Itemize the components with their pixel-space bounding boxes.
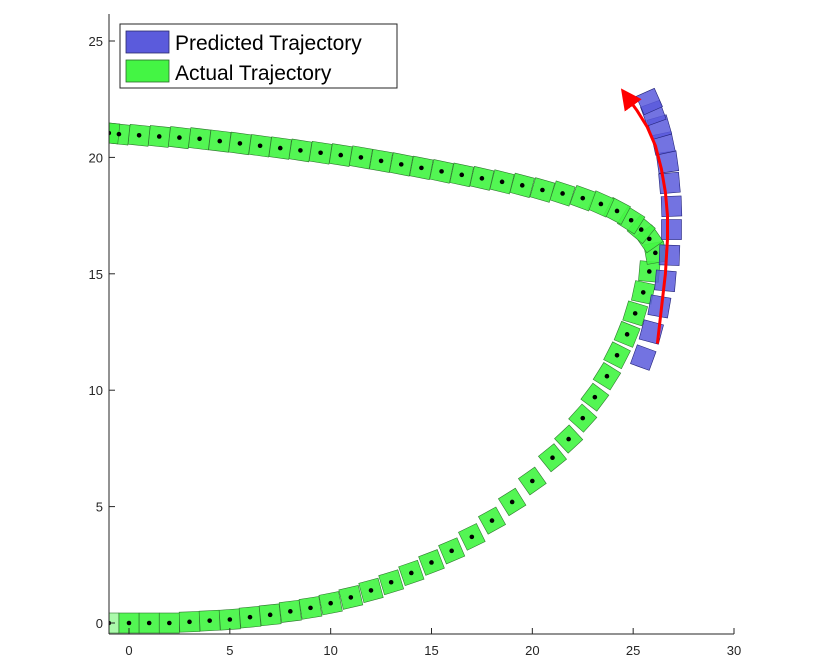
legend-label-predicted: Predicted Trajectory [175,32,362,55]
y-tick-label: 10 [89,383,103,398]
actual-trajectory-point [647,236,652,242]
legend: Predicted Trajectory Actual Trajectory [119,23,398,89]
predicted-trajectory-footprint [658,244,681,266]
actual-trajectory-point [217,138,223,144]
actual-trajectory-point [550,455,555,461]
actual-trajectory-point [560,191,565,196]
actual-trajectory-point [109,130,112,136]
actual-trajectory-point [449,548,454,554]
actual-trajectory-point [136,132,142,138]
x-tick-label: 15 [424,643,438,658]
legend-swatch-predicted [125,30,170,54]
actual-trajectory-point [308,605,313,611]
actual-trajectory-point [398,162,404,167]
actual-trajectory-point [146,620,152,626]
actual-trajectory-point [614,208,620,214]
actual-trajectory-point [624,332,630,337]
actual-trajectory-point [156,134,162,139]
x-tick-label: 0 [125,643,132,658]
legend-label-actual: Actual Trajectory [175,62,332,85]
actual-trajectory-point [187,619,192,625]
y-tick-label: 20 [89,150,103,165]
actual-trajectory-point [640,290,646,295]
actual-trajectory-point [580,415,586,421]
y-tick-label: 5 [96,500,103,515]
x-tick-label: 25 [626,643,640,658]
actual-trajectory-point [409,570,414,576]
actual-trajectory-point [566,436,571,442]
actual-trajectory-point [429,560,434,565]
actual-trajectory-point [318,150,323,156]
actual-trajectory-point [388,579,394,585]
plot-area [109,14,734,634]
predicted-trajectory-footprint [630,344,657,371]
actual-trajectory-point [288,609,293,614]
actual-trajectory-point [580,195,586,201]
actual-trajectory-point [439,169,444,174]
actual-trajectory-point [653,250,658,256]
actual-trajectory-point [489,518,495,523]
actual-trajectory-point [116,131,122,137]
trajectory-marks [109,87,683,634]
actual-trajectory-point [628,217,634,223]
actual-trajectory-point [267,612,273,618]
predicted-trajectory-footprint [647,294,672,319]
actual-trajectory-point [604,373,610,379]
actual-trajectory-point [328,600,333,606]
x-tick-label: 30 [727,643,741,658]
actual-trajectory-point [638,227,644,232]
predicted-trajectory-footprint [661,219,682,240]
actual-trajectory-point [338,152,344,158]
x-tick-label: 5 [226,643,233,658]
actual-trajectory-point [647,269,652,274]
actual-trajectory-point [419,165,424,171]
actual-trajectory-point [277,145,283,151]
predicted-trajectory-footprint [660,195,683,217]
actual-trajectory-point [530,478,535,484]
y-tick-label: 0 [96,616,103,631]
axis-ticks: 0 5 10 15 20 25 30 0 5 10 15 20 25 [89,34,742,658]
x-tick-label: 20 [525,643,539,658]
actual-trajectory-point [207,618,212,623]
actual-trajectory-point [368,588,374,593]
actual-trajectory-point [459,172,465,178]
actual-trajectory-point [378,158,384,164]
actual-trajectory-point [614,352,620,358]
y-tick-label: 25 [89,34,103,49]
actual-trajectory-point [177,135,182,140]
actual-trajectory-point [479,176,485,181]
y-tick-label: 15 [89,267,103,282]
actual-trajectory-point [592,394,598,400]
actual-trajectory-point [227,617,233,622]
actual-trajectory-point [257,143,263,149]
predicted-path-arrow [620,88,669,344]
actual-trajectory-point [499,179,505,185]
actual-trajectory-point [298,148,303,153]
actual-trajectory-point [509,499,515,505]
actual-trajectory-point [167,620,172,626]
actual-trajectory-point [126,620,132,626]
actual-trajectory-point [247,614,253,620]
actual-trajectory-point [519,183,525,188]
actual-trajectory-point [197,136,202,142]
actual-trajectory-point [540,187,545,193]
actual-trajectory-point [348,595,354,600]
legend-swatch-actual [125,59,170,83]
actual-trajectory-point [598,201,604,207]
predicted-trajectory-series [630,87,683,371]
actual-trajectory-point [237,141,243,146]
x-tick-label: 10 [323,643,337,658]
actual-trajectory-point [632,311,638,316]
actual-trajectory-point [469,534,475,540]
actual-trajectory-point [358,155,364,160]
